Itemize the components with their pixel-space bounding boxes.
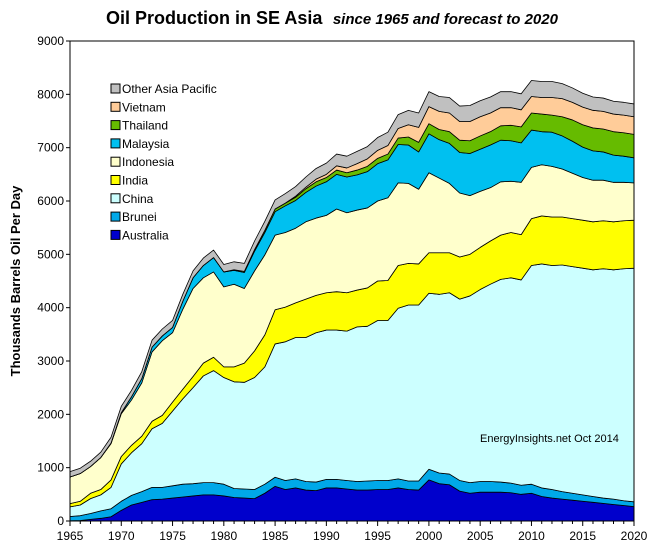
y-tick-label: 3000 [37, 354, 64, 368]
y-tick-label: 1000 [37, 461, 64, 475]
chart-title: Oil Production in SE Asia [106, 8, 323, 28]
y-tick-label: 6000 [37, 194, 64, 208]
y-tick-label: 9000 [37, 34, 64, 48]
x-tick-label: 2015 [569, 529, 596, 543]
y-tick-label: 8000 [37, 87, 64, 101]
y-axis: 0 1000 2000 3000 4000 5000 6000 7000 8000 9000 [37, 34, 70, 528]
x-tick-label: 1980 [210, 529, 237, 543]
x-tick-label: 1975 [159, 529, 186, 543]
legend-item-vietnam: Vietnam [110, 100, 166, 114]
legend-swatch [110, 120, 121, 131]
area-series-group [69, 80, 635, 522]
legend-swatch [110, 83, 121, 94]
y-axis-label: Thousands Barrels Oil Per Day [8, 185, 23, 377]
legend-label: Malaysia [122, 137, 170, 151]
x-tick-label: 1990 [313, 529, 340, 543]
y-tick-label: 7000 [37, 141, 64, 155]
legend-swatch [110, 138, 121, 149]
y-tick-label: 0 [57, 514, 64, 528]
chart-title-block: Oil Production in SE Asia since 1965 and… [0, 8, 664, 29]
legend-item-brunei: Brunei [110, 210, 157, 224]
legend-swatch [110, 101, 121, 112]
legend-label: Other Asia Pacific [122, 82, 217, 96]
legend-item-thailand: Thailand [110, 119, 168, 133]
legend-item-other-asia-pacific: Other Asia Pacific [110, 82, 217, 96]
legend-item-malaysia: Malaysia [110, 137, 170, 151]
legend-label: India [122, 174, 148, 188]
legend-label: Vietnam [122, 100, 166, 114]
legend: Other Asia Pacific Vietnam Thailand Malaysi… [110, 82, 217, 242]
legend-item-australia: Australia [110, 228, 169, 242]
legend-label: Thailand [122, 119, 168, 133]
y-tick-label: 2000 [37, 407, 64, 421]
legend-label: China [122, 192, 154, 206]
legend-item-china: China [110, 192, 154, 206]
x-tick-label: 2020 [621, 529, 648, 543]
x-tick-label: 1995 [364, 529, 391, 543]
y-tick-label: 4000 [37, 301, 64, 315]
source-annotation: EnergyInsights.net Oct 2014 [480, 433, 619, 445]
plot-area-frame [69, 40, 635, 522]
x-tick-label: 2005 [467, 529, 494, 543]
x-tick-label: 1965 [57, 529, 84, 543]
legend-item-indonesia: Indonesia [110, 155, 174, 169]
legend-swatch [110, 175, 121, 185]
x-axis: 1965 1970 1975 1980 1985 1990 1995 2000 2005 2010… [57, 521, 648, 543]
legend-swatch [110, 211, 121, 222]
x-tick-label: 2010 [518, 529, 545, 543]
legend-item-india: India [110, 174, 148, 188]
x-tick-label: 1970 [108, 529, 135, 543]
legend-swatch [110, 156, 121, 167]
legend-swatch [110, 229, 121, 240]
chart-subtitle: since 1965 and forecast to 2020 [332, 11, 558, 28]
legend-label: Australia [122, 228, 169, 242]
legend-label: Brunei [122, 210, 157, 224]
x-tick-label: 1985 [262, 529, 289, 543]
legend-label: Indonesia [122, 155, 174, 169]
legend-swatch [110, 193, 121, 204]
x-tick-label: 2000 [416, 529, 443, 543]
y-tick-label: 5000 [37, 247, 64, 261]
